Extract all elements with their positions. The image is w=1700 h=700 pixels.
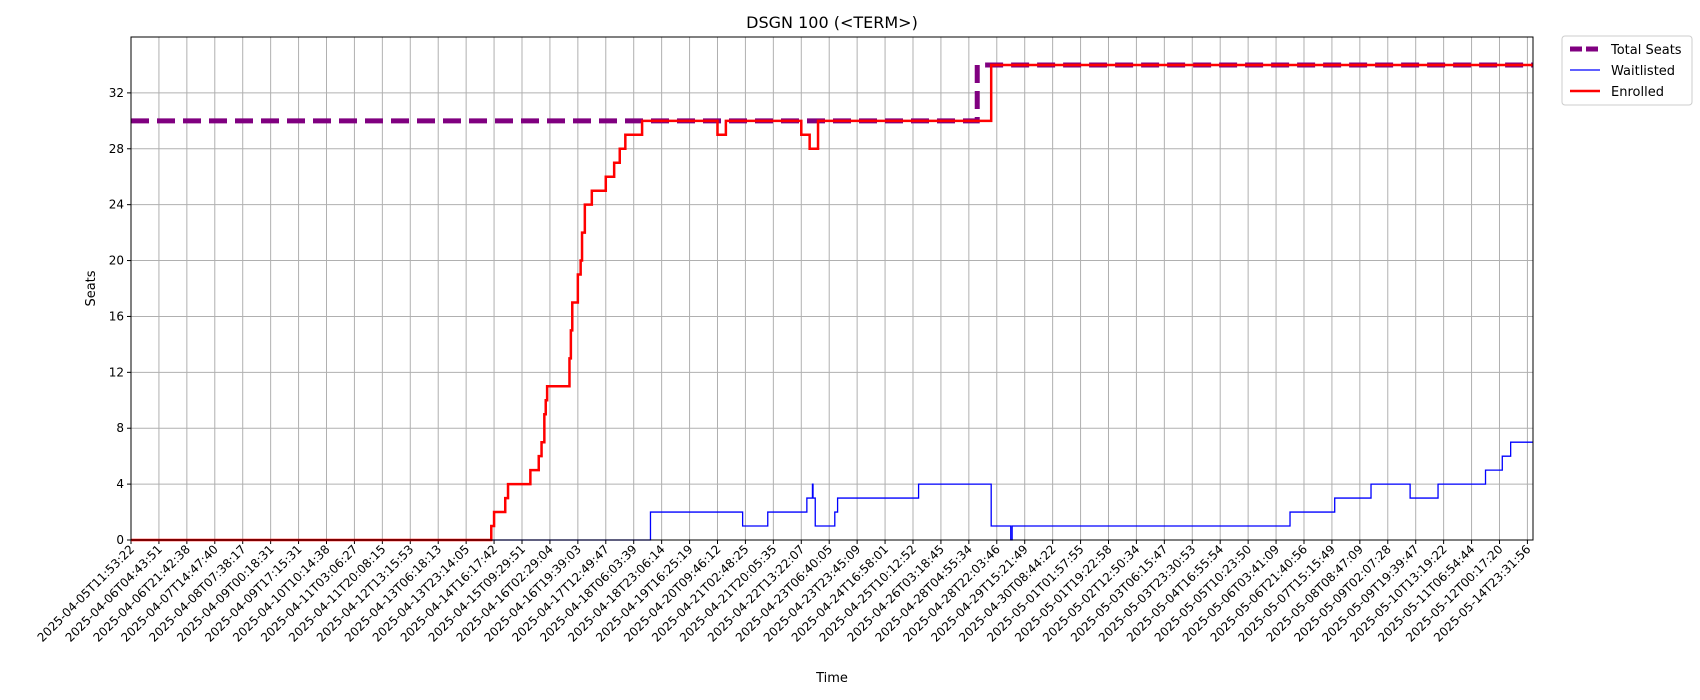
y-axis: 0 4 8 12 16 20 24 28 32	[109, 86, 131, 547]
y-tick-label: 12	[109, 365, 124, 379]
legend-label: Waitlisted	[1611, 64, 1675, 79]
y-tick-label: 16	[109, 309, 124, 323]
grid-lines	[130, 37, 1533, 541]
y-axis-title: Seats	[84, 270, 99, 306]
y-tick-label: 32	[109, 86, 124, 100]
legend-box	[1561, 35, 1693, 106]
y-tick-label: 8	[116, 421, 124, 435]
chart-title: DSGN 100 (<TERM>)	[746, 13, 918, 32]
y-tick-label: 24	[109, 198, 124, 212]
legend: Total Seats Waitlisted Enrolled	[1561, 35, 1693, 106]
y-tick-label: 4	[116, 477, 124, 491]
x-axis: 2025-04-05T11:53:222025-04-06T04:43:5120…	[35, 540, 1534, 645]
y-tick-label: 20	[109, 254, 124, 268]
y-tick-label: 0	[116, 533, 124, 547]
y-tick-label: 28	[109, 142, 124, 156]
series-line-waitlisted	[131, 441, 1533, 541]
legend-label: Total Seats	[1610, 43, 1682, 58]
series-line-enrolled	[131, 63, 1533, 542]
plot-area	[131, 62, 1533, 542]
plot-frame	[130, 36, 1534, 541]
legend-label: Enrolled	[1611, 85, 1664, 100]
x-axis-title: Time	[815, 671, 848, 686]
